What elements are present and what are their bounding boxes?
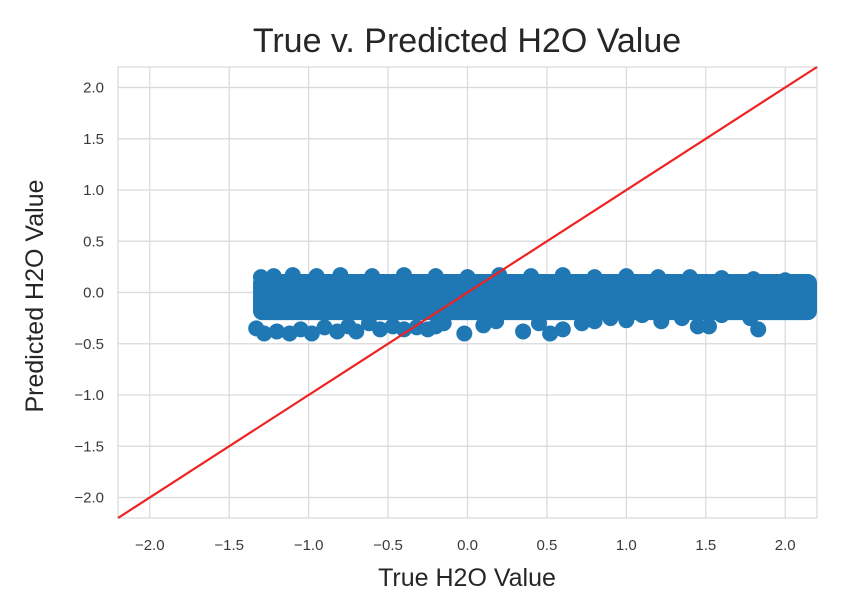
- scatter-point: [554, 267, 571, 284]
- scatter-point: [395, 321, 412, 338]
- scatter-point: [284, 267, 301, 284]
- scatter-point: [308, 268, 325, 285]
- y-tick-label: −0.5: [74, 336, 104, 353]
- scatter-point: [332, 267, 349, 284]
- x-tick-label: 2.0: [775, 537, 796, 554]
- scatter-point: [530, 315, 547, 332]
- point-cloud-band: [253, 274, 818, 321]
- scatter-point: [456, 325, 473, 342]
- x-tick-label: 0.5: [537, 537, 558, 554]
- scatter-point: [689, 318, 706, 335]
- scatter-point: [586, 269, 603, 286]
- scatter-point: [515, 323, 532, 340]
- grid-lines: [117, 66, 818, 519]
- scatter-point: [488, 313, 505, 330]
- scatter-point: [750, 321, 767, 338]
- x-tick-label: −0.5: [373, 537, 403, 554]
- scatter-point: [364, 268, 381, 285]
- x-tick-label: −1.0: [294, 537, 324, 554]
- scatter-point: [602, 310, 619, 327]
- scatter-point: [542, 325, 559, 342]
- y-tick-label: 1.0: [83, 182, 104, 199]
- scatter-point: [256, 325, 273, 342]
- x-tick-label: 1.0: [616, 537, 637, 554]
- scatter-point: [785, 299, 802, 316]
- scatter-point: [777, 272, 794, 289]
- scatter-point: [316, 319, 333, 336]
- reference-line: [117, 66, 818, 519]
- scatter-point: [681, 269, 698, 286]
- point-cloud: [253, 274, 818, 321]
- scatter-point: [459, 269, 476, 286]
- y-tick-label: 0.0: [83, 285, 104, 302]
- x-axis-title: True H2O Value: [378, 564, 556, 592]
- scatter-point: [650, 269, 667, 286]
- scatter-point: [573, 315, 590, 332]
- scatter-point: [745, 271, 762, 288]
- y-tick-label: −1.0: [74, 387, 104, 404]
- tick-labels: −2.0 −1.5 −1.0 −0.5 0.0 0.5 1.0 1.5 2.0 −2.0 −1.5 −…: [74, 80, 795, 555]
- x-tick-label: −1.5: [214, 537, 244, 554]
- scatter-point: [586, 313, 603, 330]
- reference-line-group: [117, 66, 818, 519]
- scatter-point: [618, 268, 635, 285]
- scatter-point: [713, 307, 730, 324]
- y-tick-label: 0.5: [83, 233, 104, 250]
- y-tick-label: 1.5: [83, 131, 104, 148]
- scatter-point: [769, 302, 786, 319]
- chart-title: True v. Predicted H2O Value: [253, 22, 681, 60]
- scatter-point: [700, 318, 717, 335]
- scatter-point: [372, 321, 389, 338]
- scatter-point: [268, 323, 285, 340]
- scatter-point: [554, 321, 571, 338]
- y-tick-label: −1.5: [74, 438, 104, 455]
- scatter-point: [395, 267, 412, 284]
- scatter-point: [265, 268, 282, 285]
- x-tick-label: −2.0: [135, 537, 165, 554]
- scatter-point: [348, 323, 365, 340]
- scatter-points: [248, 267, 802, 342]
- scatter-point: [475, 317, 492, 334]
- scatter-point: [252, 269, 269, 286]
- x-tick-label: 0.0: [457, 537, 478, 554]
- scatter-point: [634, 307, 651, 324]
- scatter-point: [653, 313, 670, 330]
- scatter-point: [618, 312, 635, 329]
- scatter-point: [427, 268, 444, 285]
- scatter-point: [713, 270, 730, 287]
- y-tick-label: 2.0: [83, 80, 104, 97]
- scatter-point: [491, 267, 508, 284]
- scatter-point: [523, 268, 540, 285]
- scatter-point: [673, 310, 690, 327]
- scatter-point: [742, 310, 759, 327]
- scatter-point: [303, 325, 320, 342]
- x-tick-label: 1.5: [695, 537, 716, 554]
- scatter-point: [435, 315, 452, 332]
- y-tick-label: −2.0: [74, 490, 104, 507]
- y-axis-title: Predicted H2O Value: [21, 180, 49, 413]
